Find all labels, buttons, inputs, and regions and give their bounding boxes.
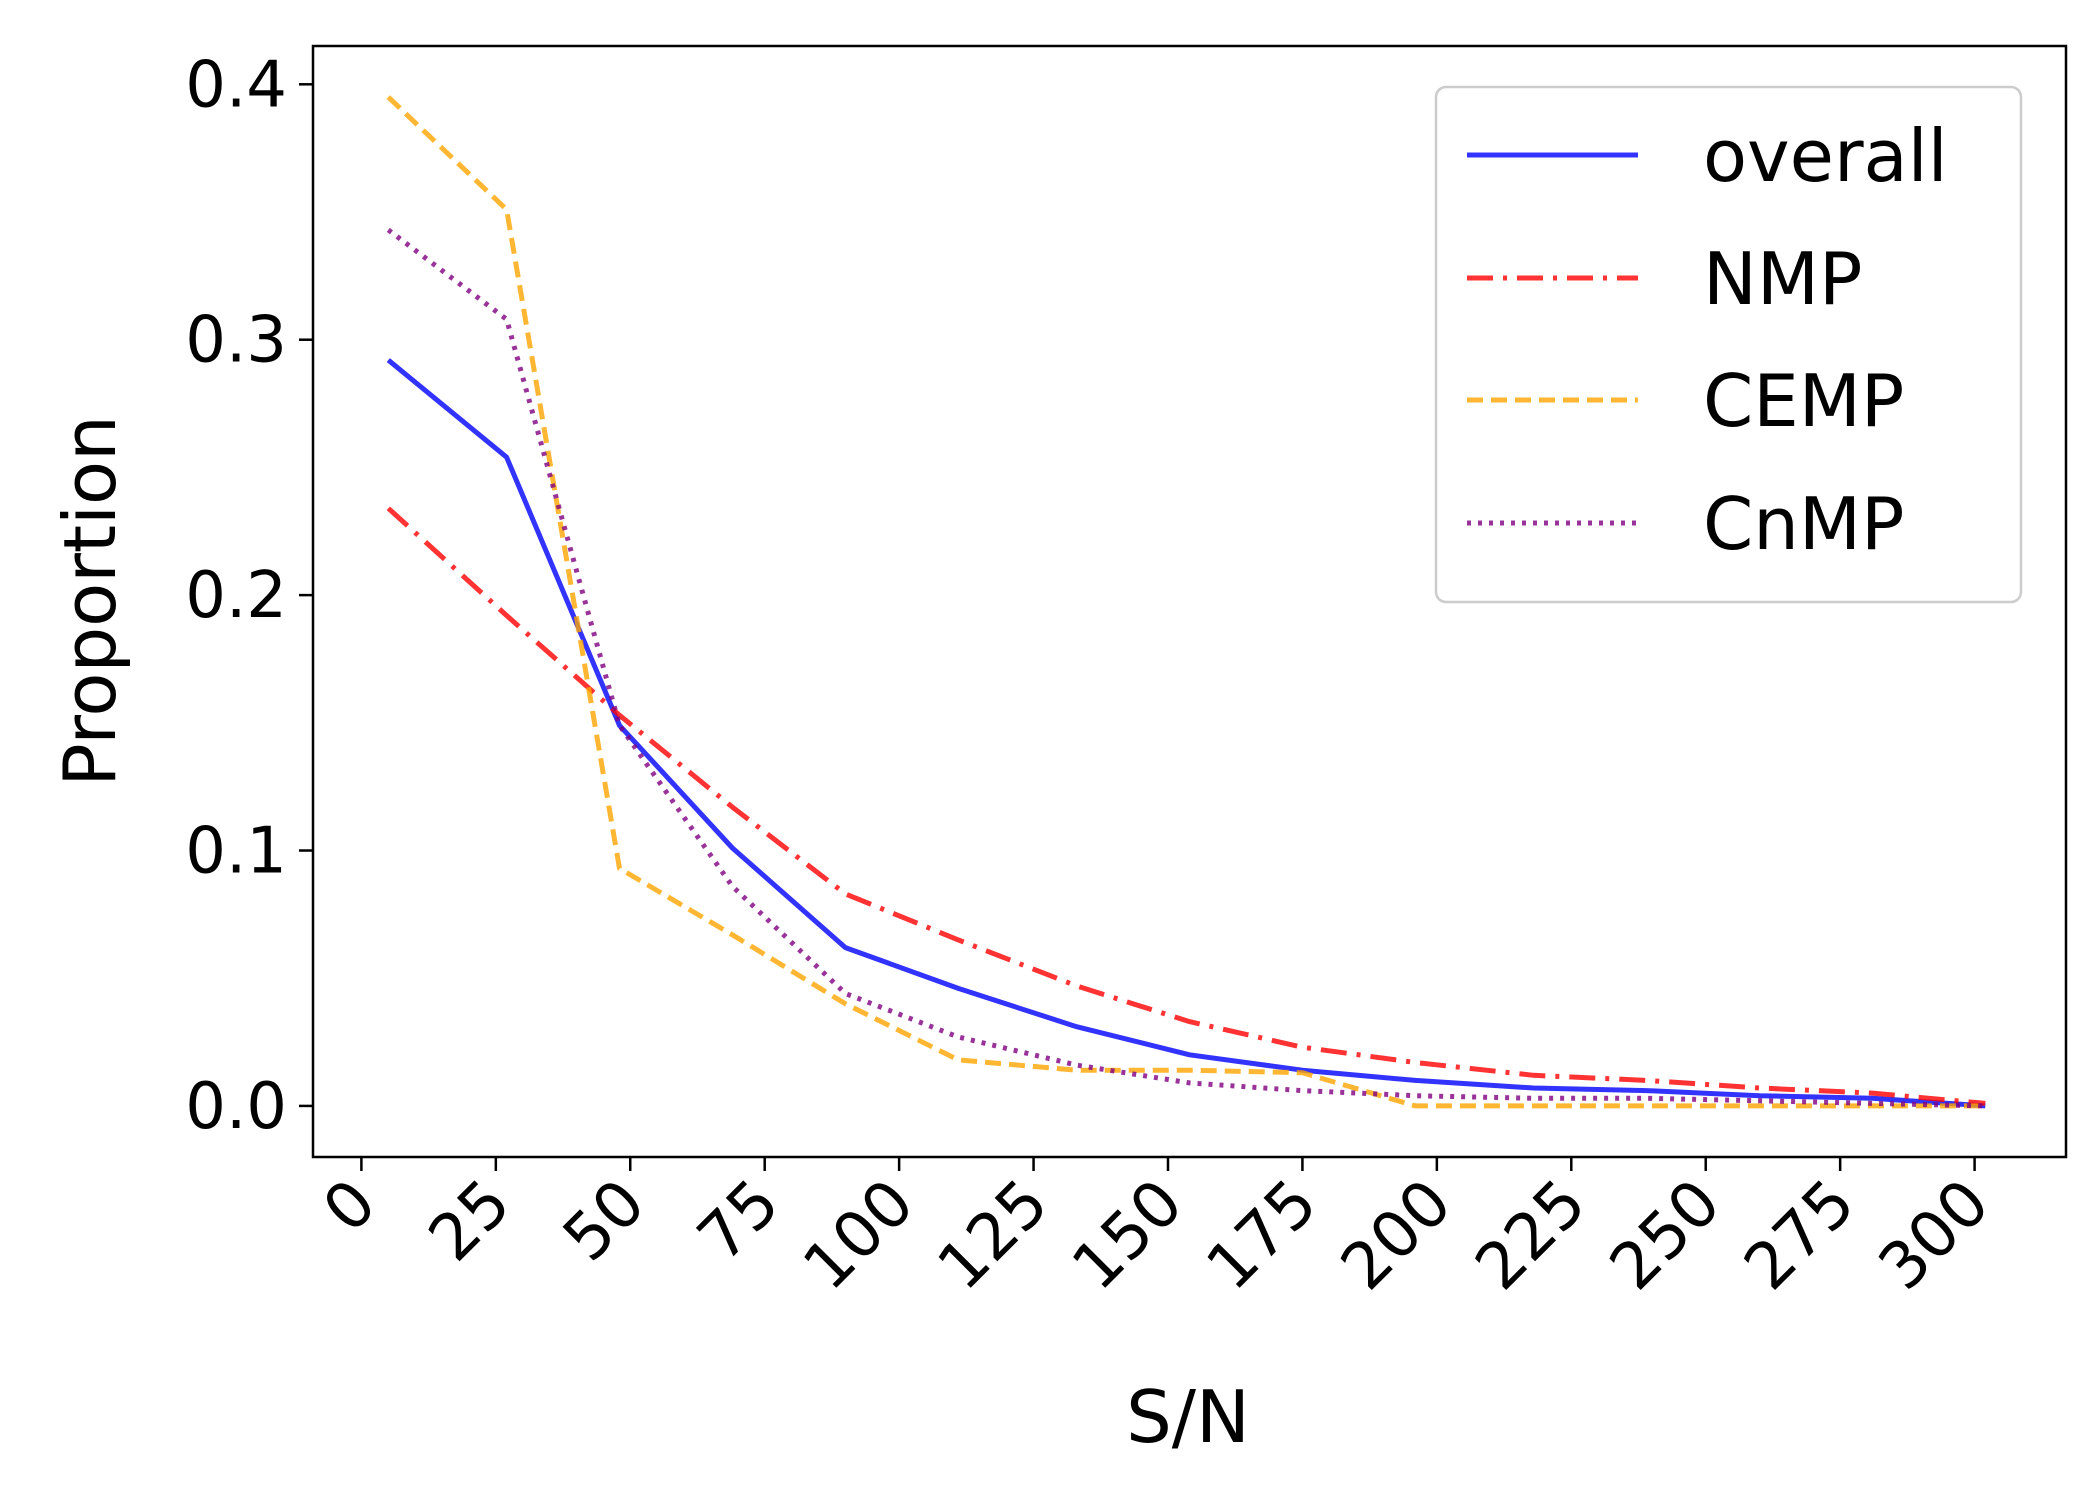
series-line-nmp (386, 506, 1986, 1106)
series-line-cemp (386, 95, 1986, 1109)
legend-box (1434, 85, 2023, 604)
series-line-overall (386, 358, 1986, 1109)
legend: overall NMP CEMP CnMP (1434, 85, 2023, 604)
y-tick-label: 0.4 (185, 48, 287, 122)
legend-label-cnmp: CnMP (1703, 482, 1904, 566)
series-layer (386, 95, 1986, 1109)
y-tick-label: 0.2 (185, 559, 287, 633)
y-tick-label: 0.1 (185, 815, 287, 889)
y-axis: 0.0 0.1 0.2 0.3 0.4 (185, 48, 313, 1144)
series-line-cnmp (386, 227, 1986, 1109)
y-tick-label: 0.3 (185, 304, 287, 378)
y-axis-title: Proportion (48, 415, 132, 787)
legend-label-nmp: NMP (1703, 237, 1862, 321)
legend-label-cemp: CEMP (1703, 359, 1904, 443)
y-tick-label: 0.0 (185, 1070, 287, 1144)
legend-label-overall: overall (1703, 114, 1948, 198)
x-axis-title: S/N (1126, 1375, 1250, 1459)
plot-frame (311, 44, 2068, 1159)
